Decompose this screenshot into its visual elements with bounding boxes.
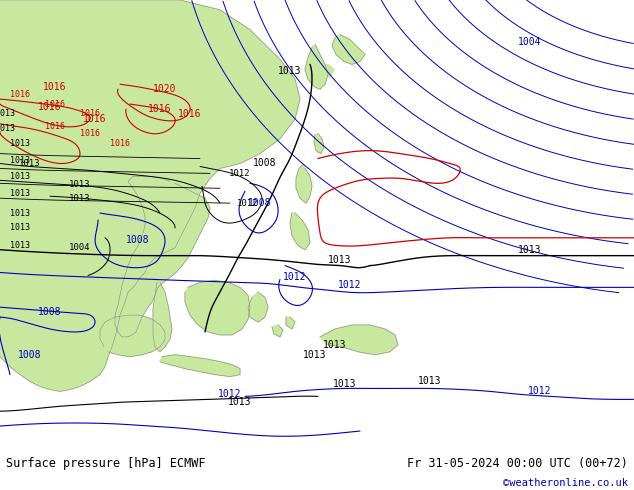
Polygon shape: [320, 64, 334, 77]
Text: 1013: 1013: [69, 194, 91, 203]
Text: 1016: 1016: [43, 82, 67, 92]
Text: 1013: 1013: [10, 209, 30, 218]
Text: 1016: 1016: [178, 109, 202, 119]
Text: 1008: 1008: [249, 198, 272, 208]
Polygon shape: [185, 280, 250, 335]
Text: 1013: 1013: [333, 379, 357, 390]
Text: 1013: 1013: [303, 350, 327, 360]
Text: 1008: 1008: [18, 350, 42, 360]
Text: 1016: 1016: [10, 90, 30, 98]
Text: 1013: 1013: [69, 180, 91, 189]
Text: 1013: 1013: [328, 255, 352, 265]
Text: 1012: 1012: [283, 272, 307, 282]
Text: Fr 31-05-2024 00:00 UTC (00+72): Fr 31-05-2024 00:00 UTC (00+72): [407, 457, 628, 470]
Text: 1008: 1008: [38, 307, 61, 317]
Polygon shape: [160, 355, 240, 376]
Polygon shape: [290, 213, 310, 250]
Text: 1016: 1016: [38, 102, 61, 112]
Text: 1013: 1013: [323, 340, 347, 350]
Text: 1013: 1013: [10, 172, 30, 181]
Polygon shape: [272, 325, 283, 337]
Text: 1004: 1004: [69, 243, 91, 252]
Text: 1013: 1013: [10, 241, 30, 250]
Polygon shape: [320, 325, 398, 355]
Polygon shape: [115, 176, 210, 337]
Text: 1013: 1013: [10, 156, 30, 165]
Text: 1016: 1016: [110, 139, 130, 148]
Text: 1013: 1013: [10, 139, 30, 148]
Text: 1016: 1016: [148, 104, 172, 114]
Text: 1004: 1004: [518, 37, 541, 47]
Text: Surface pressure [hPa] ECMWF: Surface pressure [hPa] ECMWF: [6, 457, 206, 470]
Text: 1013: 1013: [0, 109, 15, 119]
Text: 1008: 1008: [253, 158, 277, 169]
Text: ©weatheronline.co.uk: ©weatheronline.co.uk: [503, 478, 628, 488]
Text: 1016: 1016: [83, 114, 107, 124]
Polygon shape: [0, 0, 300, 392]
Text: 1012: 1012: [339, 280, 362, 291]
Polygon shape: [286, 317, 295, 329]
Text: 1016: 1016: [45, 122, 65, 131]
Polygon shape: [314, 134, 324, 153]
Text: 1013: 1013: [278, 66, 302, 76]
Text: 1013: 1013: [0, 124, 15, 133]
Polygon shape: [332, 35, 365, 64]
Text: 1020: 1020: [153, 84, 177, 94]
Text: 1008: 1008: [126, 235, 150, 245]
Polygon shape: [153, 282, 172, 352]
Text: 1013: 1013: [10, 223, 30, 232]
Text: 1013: 1013: [418, 376, 442, 387]
Polygon shape: [100, 315, 165, 357]
Polygon shape: [296, 165, 312, 203]
Polygon shape: [248, 293, 268, 322]
Text: 1016: 1016: [80, 109, 100, 119]
Text: 1016: 1016: [45, 99, 65, 109]
Polygon shape: [305, 45, 328, 89]
Text: 1013: 1013: [19, 159, 41, 168]
Text: 1013: 1013: [10, 189, 30, 198]
Text: 1013: 1013: [518, 245, 541, 255]
Text: 1012: 1012: [528, 387, 552, 396]
Text: 1013: 1013: [228, 397, 252, 407]
Text: 1012: 1012: [218, 390, 242, 399]
Text: 1012: 1012: [230, 169, 251, 178]
Text: 1016: 1016: [80, 129, 100, 138]
Text: 1012: 1012: [237, 198, 259, 208]
